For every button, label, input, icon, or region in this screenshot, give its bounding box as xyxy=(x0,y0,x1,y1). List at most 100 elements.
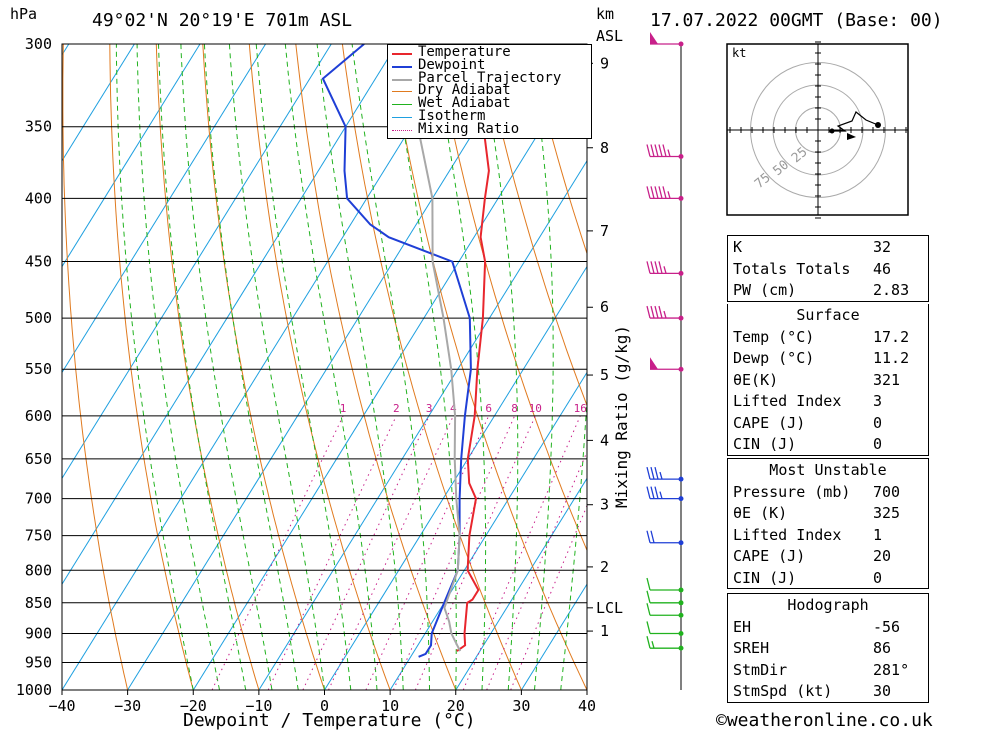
mixing-ratio-label: 3 xyxy=(426,402,433,415)
table-row: K 32 xyxy=(728,236,928,258)
row-value: 32 xyxy=(873,238,892,256)
height-tick-label: 1 xyxy=(600,622,609,640)
table-row: CAPE (J) 0 xyxy=(728,412,928,434)
legend-label: Isotherm xyxy=(418,108,486,124)
isotherm-line xyxy=(0,44,3,690)
pressure-tick-label: 650 xyxy=(25,450,52,468)
mixing-ratio-label: 2 xyxy=(393,402,400,415)
location-title: 49°02'N 20°19'E 701m ASL xyxy=(92,10,353,31)
mixing-ratio-label: 20 xyxy=(596,402,609,415)
legend-swatch xyxy=(392,104,412,106)
wet-adiabat-line xyxy=(560,44,587,690)
legend-label: Mixing Ratio xyxy=(418,120,520,137)
mixing-ratio-line xyxy=(365,415,490,690)
x-tick-label: −40 xyxy=(48,697,75,715)
wind-barb xyxy=(646,261,684,276)
row-key: PW (cm) xyxy=(733,281,797,299)
wind-barb xyxy=(646,486,684,502)
row-value: 0 xyxy=(873,413,883,432)
x-tick-label: 10 xyxy=(381,697,399,715)
wet-adiabat-line xyxy=(316,44,404,690)
height-tick-label: 5 xyxy=(600,366,609,384)
table-row: CIN (J) 0 xyxy=(728,567,928,589)
height-tick-label: 8 xyxy=(600,139,609,157)
pressure-tick-label: 900 xyxy=(25,624,52,642)
wet-adiabat-line xyxy=(351,44,430,690)
wind-barb xyxy=(646,577,684,593)
wind-barb xyxy=(646,621,684,636)
row-value: 30 xyxy=(873,682,892,700)
wet-adiabat-line xyxy=(432,44,487,690)
wind-barb xyxy=(646,530,684,546)
table-row: Pressure (mb) 700 xyxy=(728,481,928,503)
surface-table: Surface Temp (°C) 17.2 Dewp (°C) 11.2 θE(K) 3… xyxy=(727,304,929,456)
isotherm-line xyxy=(455,477,587,690)
height-tick-label: LCL xyxy=(596,599,623,617)
dry-adiabat-line xyxy=(947,44,1000,690)
table-row: Lifted Index 3 xyxy=(728,390,928,412)
mixing-ratio-label: 8 xyxy=(511,402,518,415)
pressure-tick-label: 850 xyxy=(25,594,52,612)
mixing-ratio-line xyxy=(267,415,397,690)
table-row: CIN (J) 0 xyxy=(728,433,928,455)
pressure-tick-label: 550 xyxy=(25,360,52,378)
mixing-ratio-line xyxy=(393,415,516,690)
table-row: StmDir 281° xyxy=(728,659,928,681)
mixing-ratio-line xyxy=(328,415,454,690)
hodograph-table: Hodograph EH -56 SREH 86 StmDir 281° StmSpd (k… xyxy=(727,593,929,703)
row-value: 325 xyxy=(873,504,901,522)
height-tick-label: 6 xyxy=(600,298,609,316)
table-row: CAPE (J) 20 xyxy=(728,545,928,567)
legend-label: Dry Adiabat xyxy=(418,82,511,99)
isotherm-line xyxy=(127,44,529,690)
pressure-unit: hPa xyxy=(10,5,38,23)
row-key: K xyxy=(733,238,743,256)
row-key: Totals Totals xyxy=(733,259,851,278)
mixing-ratio-line xyxy=(211,415,344,690)
pressure-tick-label: 450 xyxy=(25,253,52,271)
legend-label: Dewpoint xyxy=(418,56,486,73)
wind-barb xyxy=(650,357,684,372)
mixing-ratio-label: 1 xyxy=(340,402,347,415)
row-value: 17.2 xyxy=(873,327,910,346)
row-key: Pressure (mb) xyxy=(733,482,851,501)
height-tick-label: 2 xyxy=(600,558,609,576)
isotherm-line xyxy=(324,265,587,690)
legend-label: Wet Adiabat xyxy=(418,95,511,112)
indices-table: K 32 Totals Totals 46 PW (cm) 2.83 xyxy=(727,235,929,302)
row-value: 0 xyxy=(873,568,883,587)
row-value: 86 xyxy=(873,639,892,657)
legend-swatch xyxy=(392,91,412,93)
dry-adiabat-line xyxy=(62,44,129,690)
wet-adiabat-line xyxy=(479,44,519,690)
wind-barb xyxy=(646,636,684,651)
x-tick-label: 30 xyxy=(512,697,530,715)
credit-link[interactable]: ©weatheronline.co.uk xyxy=(716,710,933,731)
row-key: θE (K) xyxy=(733,504,788,522)
x-tick-label: −10 xyxy=(245,697,272,715)
isotherm-line xyxy=(62,44,201,268)
legend-swatch xyxy=(392,53,412,55)
row-value: 2.83 xyxy=(873,281,910,299)
table-row: Totals Totals 46 xyxy=(728,258,928,280)
wind-barb xyxy=(646,186,684,201)
surface-title: Surface xyxy=(796,306,860,324)
isotherm-line xyxy=(62,44,398,586)
table-row: θE(K) 321 xyxy=(728,369,928,391)
wind-barb xyxy=(646,466,684,482)
row-value: 321 xyxy=(873,370,901,389)
legend-swatch xyxy=(392,78,412,81)
mixing-ratio-line xyxy=(462,415,581,690)
dry-adiabat-line xyxy=(527,44,587,256)
height-tick-label: 3 xyxy=(600,496,609,514)
row-key: Lifted Index xyxy=(733,392,842,410)
row-key: StmSpd (kt) xyxy=(733,682,833,700)
row-key: θE(K) xyxy=(733,370,779,389)
pressure-tick-label: 350 xyxy=(25,118,52,136)
mixing-ratio-axis-label: Mixing Ratio (g/kg) xyxy=(612,324,631,508)
table-row: SREH 86 xyxy=(728,637,928,659)
legend-swatch xyxy=(392,129,412,131)
height-tick-label: 7 xyxy=(600,222,609,240)
x-tick-label: 40 xyxy=(578,697,596,715)
